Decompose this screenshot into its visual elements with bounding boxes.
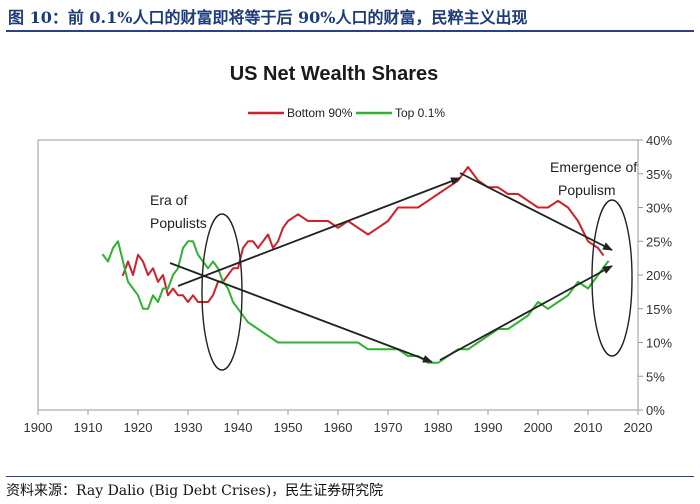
wealth-shares-chart: US Net Wealth Shares Bottom 90% Top 0.1%… — [24, 63, 673, 435]
annotation-era-of-populists-line-1: Era of — [150, 192, 187, 208]
y-tick-label: 35% — [646, 167, 672, 182]
x-tick-label: 1910 — [74, 420, 103, 435]
y-tick-label: 20% — [646, 268, 672, 283]
x-tick-label: 2010 — [574, 420, 603, 435]
legend-label-top-01: Top 0.1% — [395, 106, 445, 120]
era-of-populists-ellipse — [201, 213, 243, 371]
y-tick-label: 40% — [646, 133, 672, 148]
annotation-era-of-populists-line-2: Populists — [150, 215, 207, 231]
arrow-1985-peak-to-2015 — [459, 172, 613, 251]
annotation-emergence-of-populism-line-1: Emergence of — [550, 159, 637, 175]
y-tick-label: 25% — [646, 234, 672, 249]
annotation-emergence-of-populism-line-2: Populism — [558, 182, 616, 198]
series-line-bottom-90 — [122, 166, 604, 303]
series-line-top-01 — [102, 240, 609, 364]
x-tick-label: 1970 — [374, 420, 403, 435]
y-tick-label: 10% — [646, 336, 672, 351]
legend-label-bottom-90: Bottom 90% — [287, 106, 353, 120]
axes: 1900 1910 1920 1930 1940 1950 1960 1970 1980 1990… — [24, 133, 673, 435]
x-tick-label: 1920 — [124, 420, 153, 435]
arrow-populists-to-1985-peak — [177, 177, 461, 287]
source-note: 资料来源：Ray Dalio (Big Debt Crises)，民生证券研究院 — [6, 483, 384, 499]
y-tick-label: 5% — [646, 369, 665, 384]
series-lines — [102, 166, 609, 364]
x-tick-label: 1980 — [424, 420, 453, 435]
annotations: Era of Populists Emergence of Populism — [150, 159, 637, 371]
x-tick-label: 1950 — [274, 420, 303, 435]
source-rule — [6, 476, 694, 477]
x-tick-label: 1960 — [324, 420, 353, 435]
x-tick-label: 1940 — [224, 420, 253, 435]
y-tick-label: 30% — [646, 201, 672, 216]
x-tick-label: 2000 — [524, 420, 553, 435]
x-tick-label: 1930 — [174, 420, 203, 435]
y-tick-label: 0% — [646, 403, 665, 418]
x-tick-label: 1990 — [474, 420, 503, 435]
arrow-1978-trough-to-2015 — [439, 265, 613, 361]
chart-title: US Net Wealth Shares — [230, 63, 439, 85]
figure-title: 图 10：前 0.1%人口的财富即将等于后 90%人口的财富，民粹主义出现 — [8, 8, 528, 27]
x-tick-label: 1900 — [24, 420, 53, 435]
plot-frame — [37, 139, 639, 411]
legend: Bottom 90% Top 0.1% — [248, 106, 445, 120]
emergence-of-populism-ellipse — [591, 199, 633, 357]
title-rule — [6, 30, 694, 32]
x-tick-label: 2020 — [624, 420, 653, 435]
y-tick-label: 15% — [646, 302, 672, 317]
arrow-populists-to-1978-trough — [169, 262, 433, 363]
